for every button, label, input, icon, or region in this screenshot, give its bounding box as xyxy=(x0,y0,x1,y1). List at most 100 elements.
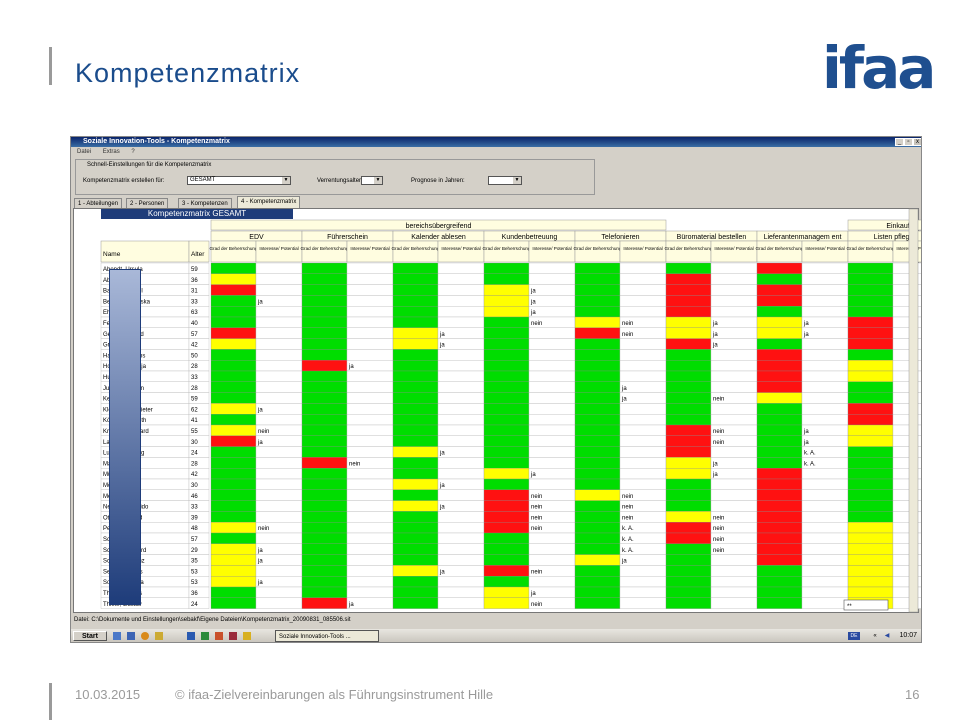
grade-cell xyxy=(756,522,803,534)
tab-kompetenzen[interactable]: 3 - Kompetenzen xyxy=(178,198,232,208)
forecast-select[interactable]: ▼ xyxy=(488,176,522,185)
retirement-select[interactable]: ▼ xyxy=(361,176,383,185)
interest-cell xyxy=(710,370,758,383)
taskbar: Start Soziale Innovation-Tools ... DE « … xyxy=(71,629,921,642)
grade-cell xyxy=(301,273,348,285)
minimize-button[interactable]: _ xyxy=(895,138,904,146)
subheader-grade: Grad der Beherrschung xyxy=(846,246,894,251)
menu-datei[interactable]: Datei xyxy=(77,149,92,155)
grade-cell xyxy=(483,446,530,458)
start-button[interactable]: Start xyxy=(73,631,107,641)
mail-icon[interactable] xyxy=(155,632,163,640)
grade-cell xyxy=(665,262,712,274)
interest-value: k. A. xyxy=(622,548,634,554)
interest-value: ja xyxy=(348,602,354,608)
interest-cell xyxy=(710,489,758,501)
row-filter-value: ** xyxy=(847,604,852,610)
grade-cell xyxy=(301,543,348,555)
subheader-grade: Grad der Beherrschung xyxy=(209,246,257,251)
grade-cell xyxy=(574,457,621,469)
grade-cell xyxy=(665,306,712,318)
menu-extras[interactable]: Extras xyxy=(102,149,120,155)
interest-value: k. A. xyxy=(804,451,816,457)
age-header: Alter xyxy=(191,251,205,258)
chevron-down-icon: ▼ xyxy=(374,177,382,184)
grade-cell xyxy=(301,457,348,469)
chevron-down-icon: ▼ xyxy=(282,177,290,184)
grade-cell xyxy=(574,284,621,296)
interest-cell xyxy=(528,359,576,372)
interest-value: ja xyxy=(439,451,445,457)
interest-cell xyxy=(346,489,394,501)
interest-cell xyxy=(255,327,303,339)
maximize-button[interactable]: ▫ xyxy=(904,138,913,146)
interest-cell xyxy=(346,295,394,307)
interest-cell xyxy=(437,349,485,361)
interest-cell xyxy=(437,435,485,447)
person-age: 53 xyxy=(191,569,198,575)
interest-cell xyxy=(710,305,758,318)
create-for-select[interactable]: GESAMT ▼ xyxy=(187,176,291,185)
grade-cell xyxy=(301,360,348,372)
interest-value: nein xyxy=(531,505,542,511)
interest-cell xyxy=(801,338,849,350)
volume-icon[interactable]: ◀ xyxy=(884,633,890,639)
interest-cell xyxy=(437,554,485,566)
interest-cell xyxy=(437,381,485,393)
create-for-label: Kompetenzmatrix erstellen für: xyxy=(83,178,165,184)
interest-cell xyxy=(437,262,485,275)
interest-cell xyxy=(710,284,758,296)
outlook-icon[interactable] xyxy=(243,632,251,640)
grade-cell xyxy=(665,478,712,490)
tab-kompetenzmatrix[interactable]: 4 - Kompetenzmatrix xyxy=(237,196,301,208)
person-age: 46 xyxy=(191,494,198,500)
interest-cell xyxy=(346,543,394,555)
grade-cell xyxy=(301,262,348,274)
lang-indicator[interactable]: DE xyxy=(848,632,860,640)
grade-cell xyxy=(392,327,439,339)
grade-cell xyxy=(847,468,894,480)
interest-cell xyxy=(528,305,576,318)
interest-value: nein xyxy=(531,515,542,521)
grade-cell xyxy=(210,381,257,393)
subheader-grade-cell xyxy=(483,240,530,263)
powerpoint-icon[interactable] xyxy=(215,632,223,640)
close-button[interactable]: x xyxy=(913,138,921,146)
person-age: 59 xyxy=(191,267,198,273)
person-age: 28 xyxy=(191,386,198,392)
grade-cell xyxy=(574,478,621,490)
grade-cell xyxy=(392,478,439,490)
create-for-value: GESAMT xyxy=(190,177,216,183)
grade-cell xyxy=(665,327,712,339)
interest-cell xyxy=(619,576,667,588)
word-icon[interactable] xyxy=(187,632,195,640)
tab-personen[interactable]: 2 - Personen xyxy=(126,198,169,208)
grade-cell xyxy=(483,554,530,566)
person-age: 57 xyxy=(191,332,198,338)
person-age: 50 xyxy=(191,353,198,359)
interest-cell xyxy=(437,597,485,609)
tray-arrow-icon[interactable]: « xyxy=(873,633,877,639)
grade-cell xyxy=(392,435,439,447)
desktop-icon[interactable] xyxy=(113,632,121,640)
grade-cell xyxy=(210,273,257,285)
tab-abteilungen[interactable]: 1 - Abteilungen xyxy=(74,198,123,208)
menu-help[interactable]: ? xyxy=(131,149,135,155)
interest-cell xyxy=(619,554,667,566)
excel-icon[interactable] xyxy=(201,632,209,640)
interest-cell xyxy=(801,435,849,447)
person-age: 36 xyxy=(191,278,198,284)
explorer-icon[interactable] xyxy=(127,632,135,640)
browser-icon[interactable] xyxy=(141,632,149,640)
interest-cell xyxy=(437,424,485,437)
task-item-soziale[interactable]: Soziale Innovation-Tools ... xyxy=(275,630,379,642)
person-age: 63 xyxy=(191,310,198,316)
grade-cell xyxy=(483,543,530,555)
grade-cell xyxy=(210,349,257,361)
grade-cell xyxy=(483,435,530,447)
person-age: 24 xyxy=(191,602,198,608)
interest-cell xyxy=(346,284,394,296)
access-icon[interactable] xyxy=(229,632,237,640)
grade-cell xyxy=(210,403,257,415)
interest-cell xyxy=(437,403,485,415)
